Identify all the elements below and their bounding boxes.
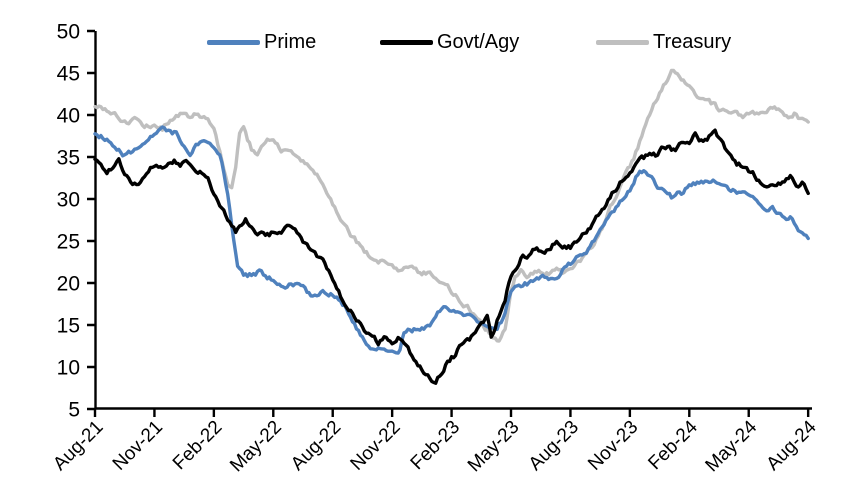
svg-text:May-24: May-24 xyxy=(702,416,762,476)
legend-item-treasury: Treasury xyxy=(596,30,731,54)
svg-text:15: 15 xyxy=(57,315,80,338)
svg-text:35: 35 xyxy=(57,147,80,170)
govt-agy-line-swatch xyxy=(380,39,433,45)
svg-text:Aug-22: Aug-22 xyxy=(287,417,345,475)
svg-text:Nov-21: Nov-21 xyxy=(109,417,167,475)
svg-text:Aug-23: Aug-23 xyxy=(525,417,583,475)
axes xyxy=(87,29,812,417)
y-axis-labels: 5 10 15 20 25 30 35 40 45 50 xyxy=(57,21,80,422)
legend-label-treasury: Treasury xyxy=(653,31,732,53)
svg-text:Nov-23: Nov-23 xyxy=(584,417,642,475)
legend-label-govt-agy: Govt/Agy xyxy=(437,31,520,53)
svg-text:30: 30 xyxy=(57,189,80,212)
svg-text:50: 50 xyxy=(57,21,80,44)
svg-text:Feb-23: Feb-23 xyxy=(407,417,464,474)
svg-text:Feb-24: Feb-24 xyxy=(644,416,702,474)
svg-text:20: 20 xyxy=(57,273,80,296)
svg-text:5: 5 xyxy=(68,399,80,422)
svg-text:45: 45 xyxy=(57,63,80,86)
svg-text:Aug-21: Aug-21 xyxy=(49,417,107,475)
svg-text:Feb-22: Feb-22 xyxy=(169,417,226,474)
legend-item-govt-agy: Govt/Agy xyxy=(380,30,519,54)
svg-text:10: 10 xyxy=(57,357,80,380)
x-axis-labels: Aug-21 Nov-21 Feb-22 May-22 Aug-22 Nov-22 Feb-… xyxy=(49,416,821,476)
svg-text:40: 40 xyxy=(57,105,80,128)
svg-text:Nov-22: Nov-22 xyxy=(347,417,405,475)
prime-line-swatch xyxy=(207,39,260,45)
legend-label-prime: Prime xyxy=(264,31,317,53)
treasury-line-swatch xyxy=(596,39,649,45)
svg-text:25: 25 xyxy=(57,231,80,254)
svg-text:May-22: May-22 xyxy=(226,417,286,477)
series-lines xyxy=(93,68,810,385)
svg-text:May-23: May-23 xyxy=(464,417,524,477)
svg-text:Aug-24: Aug-24 xyxy=(763,416,821,474)
legend-item-prime: Prime xyxy=(207,30,316,54)
